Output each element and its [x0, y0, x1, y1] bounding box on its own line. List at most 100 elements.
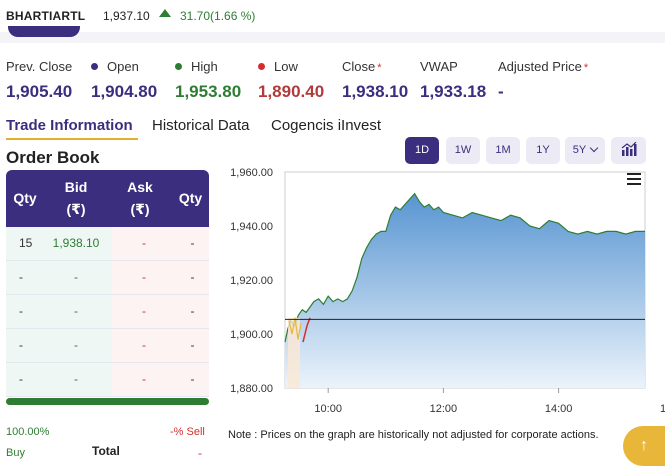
- chart-note: Note : Prices on the graph are historica…: [228, 429, 599, 441]
- range-button-1d[interactable]: 1D: [405, 137, 439, 164]
- order-book-header: Qty Bid (₹) Ask (₹) Qty: [6, 170, 209, 227]
- stat-label-text: High: [191, 59, 218, 74]
- stock-price: 1,937.10: [103, 9, 150, 23]
- price-change: 31.70(1.66 %): [180, 9, 256, 23]
- x-tick-label: 16:00: [660, 403, 665, 415]
- dot-icon: [91, 63, 98, 70]
- stat-label: VWAP: [420, 59, 458, 74]
- series-line: [284, 192, 645, 343]
- hamburger-menu-icon: [627, 173, 641, 185]
- cell-ask: -: [112, 295, 176, 328]
- col-ask-header: Ask: [127, 179, 153, 195]
- y-tick-label: 1,900.00: [230, 329, 273, 341]
- table-row: ----: [6, 295, 209, 329]
- y-tick-label: 1,920.00: [230, 275, 273, 287]
- asterisk-icon: *: [583, 62, 589, 74]
- total-label: Total: [92, 444, 120, 458]
- cell-qty: -: [6, 329, 40, 362]
- range-button-label: 5Y: [572, 144, 587, 156]
- buy-percent: 100.00%: [6, 426, 50, 438]
- chart-type-button[interactable]: [611, 137, 646, 164]
- buy-label: Buy: [6, 447, 25, 459]
- range-button-label: 1M: [495, 144, 511, 156]
- range-button-label: 1D: [414, 144, 430, 156]
- cell-bid: -: [40, 329, 112, 362]
- header-divider: [0, 32, 665, 43]
- x-tick-label: 12:00: [430, 403, 458, 415]
- dot-icon: [175, 63, 182, 70]
- stat-label-text: VWAP: [420, 59, 458, 74]
- series-area: [285, 193, 645, 388]
- stat-value: 1,933.18: [420, 82, 487, 101]
- range-button-1y[interactable]: 1Y: [526, 137, 560, 164]
- cell-qty: -: [6, 363, 40, 396]
- y-tick-label: 1,960.00: [230, 167, 273, 179]
- total-value: -: [198, 446, 202, 460]
- stat-label: Prev. Close: [6, 59, 72, 74]
- col-qty-header: Qty: [13, 190, 37, 206]
- cell-qty2: -: [176, 261, 209, 294]
- buy-sell-ratio-bar: [6, 398, 209, 405]
- stat-value: 1,890.40: [258, 82, 325, 101]
- stat-label: Adjusted Price *: [498, 59, 588, 74]
- pre-open-line: [288, 317, 302, 340]
- cell-qty2: -: [176, 363, 209, 396]
- sell-percent: -% Sell: [170, 426, 205, 438]
- range-button-5y[interactable]: 5Y: [565, 137, 605, 164]
- cell-qty: 15: [6, 227, 40, 260]
- stat-value: -: [498, 82, 504, 101]
- cell-qty: -: [6, 295, 40, 328]
- stat-label: Low: [258, 59, 298, 74]
- tab-historical-data[interactable]: Historical Data: [152, 117, 250, 134]
- cell-ask: -: [112, 227, 176, 260]
- cell-bid: -: [40, 261, 112, 294]
- cell-ask: -: [112, 329, 176, 362]
- stat-value: 1,905.40: [6, 82, 73, 101]
- col-bid-header: Bid: [64, 179, 88, 195]
- cell-bid: -: [40, 295, 112, 328]
- tab-trade-information[interactable]: Trade Information: [6, 117, 133, 134]
- table-row: ----: [6, 329, 209, 363]
- ticker-bar: BHARTIARTL 1,937.10 31.70(1.66 %): [0, 0, 665, 32]
- range-button-label: 1W: [454, 144, 472, 156]
- table-row: ----: [6, 261, 209, 295]
- stat-value: 1,938.10: [342, 82, 409, 101]
- table-row: 15 1,938.10- -: [6, 227, 209, 261]
- stock-symbol: BHARTIARTL: [6, 9, 86, 23]
- y-tick-label: 1,880.00: [230, 383, 273, 395]
- arrow-up-icon: [159, 9, 171, 17]
- pre-open-area: [288, 317, 300, 388]
- dot-icon: [258, 63, 265, 70]
- range-button-1w[interactable]: 1W: [446, 137, 480, 164]
- y-tick-label: 1,940.00: [230, 221, 273, 233]
- tab-cogencis-iinvest[interactable]: Cogencis iInvest: [271, 117, 382, 134]
- bar-chart-icon: [621, 141, 636, 156]
- chart-menu-button[interactable]: [627, 173, 643, 187]
- header-tab[interactable]: [8, 26, 80, 37]
- col-bid-unit: (₹): [66, 201, 86, 217]
- cell-qty2: -: [176, 329, 209, 362]
- arrow-up-icon: ↑: [640, 437, 648, 454]
- stat-label: High: [175, 59, 218, 74]
- col-ask-unit: (₹): [130, 201, 150, 217]
- asterisk-icon: *: [377, 62, 382, 74]
- range-button-label: 1Y: [536, 144, 550, 156]
- active-tab-indicator: [6, 138, 138, 140]
- scroll-to-top-button[interactable]: ↑: [623, 426, 665, 466]
- stat-value: 1,953.80: [175, 82, 242, 101]
- stat-label-text: Adjusted Price: [498, 59, 582, 74]
- cell-bid: 1,938.10: [40, 227, 112, 260]
- cell-ask: -: [112, 261, 176, 294]
- range-button-1m[interactable]: 1M: [486, 137, 520, 164]
- cell-qty2: -: [176, 227, 209, 260]
- stat-label-text: Low: [274, 59, 298, 74]
- stat-value: 1,904.80: [91, 82, 158, 101]
- x-tick-label: 14:00: [545, 403, 573, 415]
- stat-label-text: Prev. Close: [6, 59, 73, 74]
- stat-label-text: Open: [107, 59, 139, 74]
- cell-bid: -: [40, 363, 112, 396]
- cell-ask: -: [112, 363, 176, 396]
- cell-qty2: -: [176, 295, 209, 328]
- x-tick-label: 10:00: [314, 403, 342, 415]
